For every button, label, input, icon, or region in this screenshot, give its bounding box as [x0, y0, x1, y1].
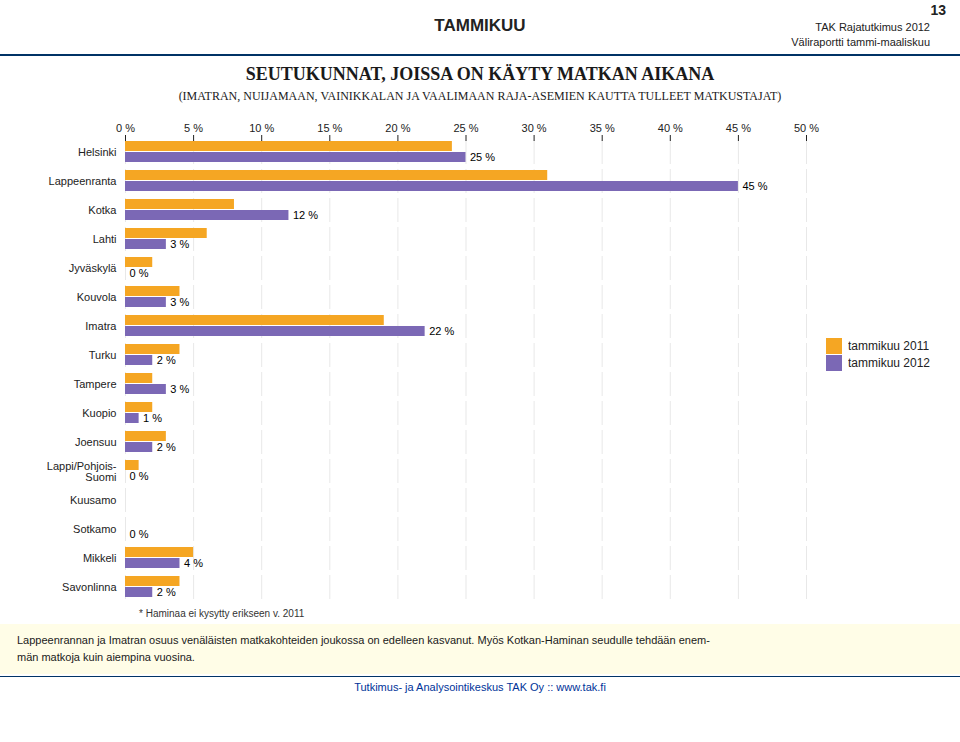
svg-text:12 %: 12 %	[293, 209, 318, 221]
svg-text:Kotka: Kotka	[88, 204, 117, 216]
html-text:tammikuu 2012: tammikuu 2012	[848, 356, 930, 370]
html-text:Lappeenrannan ja Imatran osuus: Lappeenrannan ja Imatran osuus venäläist…	[17, 634, 710, 646]
svg-text:Helsinki: Helsinki	[78, 146, 117, 158]
svg-text:3 %: 3 %	[170, 296, 189, 308]
svg-text:3 %: 3 %	[170, 238, 189, 250]
svg-text:0 %: 0 %	[116, 122, 135, 134]
html-text:Väliraportti tammi-maaliskuu: Väliraportti tammi-maaliskuu	[791, 36, 930, 48]
svg-text:Joensuu: Joensuu	[75, 436, 117, 448]
svg-text:Tampere: Tampere	[74, 378, 117, 390]
svg-text:Mikkeli: Mikkeli	[83, 552, 117, 564]
svg-text:Imatra: Imatra	[85, 320, 117, 332]
svg-text:10 %: 10 %	[249, 122, 274, 134]
svg-text:4 %: 4 %	[184, 557, 203, 569]
svg-text:2 %: 2 %	[157, 586, 176, 598]
svg-text:0 %: 0 %	[130, 267, 149, 279]
html-text:13: 13	[930, 2, 946, 18]
html-text:tammikuu 2011: tammikuu 2011	[848, 339, 930, 353]
svg-text:Kouvola: Kouvola	[77, 291, 118, 303]
svg-text:45 %: 45 %	[742, 180, 767, 192]
svg-text:22 %: 22 %	[429, 325, 454, 337]
svg-text:Lappi/Pohjois-Suomi: Lappi/Pohjois-Suomi	[47, 460, 117, 483]
svg-text:30 %: 30 %	[522, 122, 547, 134]
svg-text:Kuusamo: Kuusamo	[70, 494, 116, 506]
svg-text:50 %: 50 %	[794, 122, 819, 134]
html-text:SEUTUKUNNAT, JOISSA ON KÄYTY M: SEUTUKUNNAT, JOISSA ON KÄYTY MATKAN AIKA…	[245, 64, 715, 84]
svg-text:1 %: 1 %	[143, 412, 162, 424]
svg-text:Sotkamo: Sotkamo	[73, 523, 116, 535]
html-text:* Haminaa ei kysytty erikseen: * Haminaa ei kysytty erikseen v. 2011	[139, 608, 305, 619]
html-text:TAMMIKUU: TAMMIKUU	[434, 16, 526, 35]
svg-text:20 %: 20 %	[385, 122, 410, 134]
html-text:TAK Rajatutkimus 2012: TAK Rajatutkimus 2012	[815, 21, 930, 33]
svg-text:Kuopio: Kuopio	[82, 407, 116, 419]
svg-text:2 %: 2 %	[157, 441, 176, 453]
html-text:(IMATRAN, NUIJAMAAN, VAINIKKAL: (IMATRAN, NUIJAMAAN, VAINIKKALAN JA VAAL…	[178, 89, 782, 103]
svg-text:25 %: 25 %	[470, 151, 495, 163]
html-text:Tutkimus- ja Analysointikeskus: Tutkimus- ja Analysointikeskus TAK Oy ::…	[354, 681, 606, 693]
svg-text:Lappeenranta: Lappeenranta	[49, 175, 118, 187]
svg-text:5 %: 5 %	[184, 122, 203, 134]
svg-text:35 %: 35 %	[590, 122, 615, 134]
svg-text:15 %: 15 %	[317, 122, 342, 134]
svg-text:45 %: 45 %	[726, 122, 751, 134]
svg-text:Lahti: Lahti	[93, 233, 117, 245]
svg-text:Jyväskylä: Jyväskylä	[69, 262, 118, 274]
svg-text:Turku: Turku	[89, 349, 117, 361]
svg-text:40 %: 40 %	[658, 122, 683, 134]
svg-text:3 %: 3 %	[170, 383, 189, 395]
svg-text:0 %: 0 %	[130, 528, 149, 540]
html-text:män matkoja kuin aiempina vuos: män matkoja kuin aiempina vuosina.	[17, 651, 195, 663]
svg-text:Savonlinna: Savonlinna	[62, 581, 117, 593]
svg-text:2 %: 2 %	[157, 354, 176, 366]
svg-text:25 %: 25 %	[453, 122, 478, 134]
svg-text:0 %: 0 %	[130, 470, 149, 482]
